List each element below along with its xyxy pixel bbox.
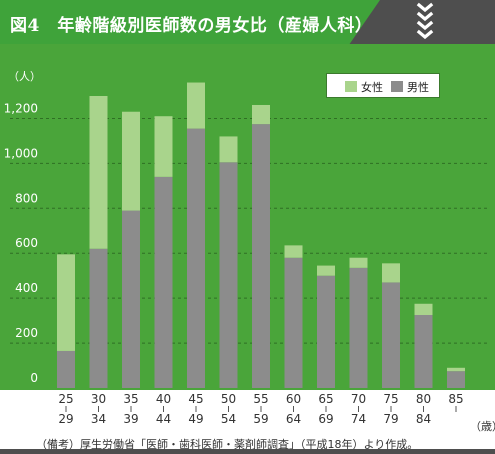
x-tick-label: 60 xyxy=(286,392,301,406)
bar-male xyxy=(89,248,108,388)
x-tick-label: 35 xyxy=(123,392,138,406)
x-tick-label: 39 xyxy=(123,412,138,426)
bar-female xyxy=(447,367,465,372)
bar-male xyxy=(447,371,465,388)
legend-label-female: 女性 xyxy=(361,81,383,94)
header-band: 図4 年齢階級別医師数の男女比（産婦人科） xyxy=(0,0,495,44)
bar-male xyxy=(219,162,238,388)
bar-male xyxy=(349,267,368,388)
legend-label-male: 男性 xyxy=(407,81,429,94)
y-tick-label: 1,000 xyxy=(4,146,38,160)
y-axis-label: （人） xyxy=(8,70,41,83)
chart-panel xyxy=(0,44,495,434)
y-tick-label: 0 xyxy=(30,371,38,385)
source-note: （備考）厚生労働省「医師・歯科医師・薬剤師調査」（平成18年）より作成。 xyxy=(36,438,419,451)
x-axis-unit: （歳） xyxy=(470,420,495,433)
bar-male xyxy=(414,315,433,388)
y-tick-label: 200 xyxy=(15,326,38,340)
x-tick-label: 85 xyxy=(448,392,463,406)
x-tick-label: 49 xyxy=(188,412,203,426)
legend: 女性 男性 xyxy=(326,73,440,98)
x-tick-label: 69 xyxy=(318,412,333,426)
bar-male xyxy=(187,128,205,389)
x-tick-label: 64 xyxy=(286,412,301,426)
x-tick-label: 84 xyxy=(416,412,431,426)
y-tick-label: 600 xyxy=(15,236,38,250)
bar-male xyxy=(382,282,400,388)
x-tick-label: 25 xyxy=(58,392,73,406)
bar-male xyxy=(284,257,303,388)
bar-female xyxy=(154,116,173,177)
legend-swatch-female xyxy=(345,81,357,92)
bar-male xyxy=(317,275,335,388)
x-tick-label: 50 xyxy=(221,392,236,406)
bar-female xyxy=(382,263,400,283)
page-title: 図4 年齢階級別医師数の男女比（産婦人科） xyxy=(10,16,373,36)
bar-female xyxy=(219,136,238,163)
x-tick-label: 40 xyxy=(156,392,171,406)
bar-female xyxy=(187,82,205,129)
y-tick-label: 800 xyxy=(15,191,38,205)
x-tick-label: 29 xyxy=(58,412,73,426)
x-tick-label: 70 xyxy=(351,392,366,406)
bar-female xyxy=(252,104,270,125)
bar-male xyxy=(122,210,140,388)
y-tick-label: 1,200 xyxy=(4,101,38,115)
x-tick-label: 45 xyxy=(188,392,203,406)
x-tick-label: 75 xyxy=(383,392,398,406)
x-tick-label: 79 xyxy=(383,412,398,426)
x-tick-label: 54 xyxy=(221,412,236,426)
bar-female xyxy=(317,265,335,276)
bar-female xyxy=(122,111,140,211)
legend-item-female: 女性 xyxy=(345,79,383,95)
legend-item-male: 男性 xyxy=(391,79,429,95)
y-tick-label: 400 xyxy=(15,281,38,295)
bar-female xyxy=(57,254,75,351)
x-tick-label: 44 xyxy=(156,412,171,426)
bar-male xyxy=(57,350,75,388)
bar-female xyxy=(284,245,303,258)
header-green-band xyxy=(0,0,380,44)
x-tick-label: 80 xyxy=(416,392,431,406)
footer-band xyxy=(0,449,495,454)
x-tick-label: 55 xyxy=(253,392,268,406)
bar-female xyxy=(89,96,108,249)
x-axis-strip xyxy=(0,390,495,438)
x-tick-label: 34 xyxy=(91,412,106,426)
x-tick-label: 59 xyxy=(253,412,268,426)
x-tick-label: 74 xyxy=(351,412,366,426)
legend-swatch-male xyxy=(391,81,403,92)
bar-female xyxy=(349,257,368,268)
bar-male xyxy=(154,176,173,388)
bar-female xyxy=(414,303,433,315)
x-tick-label: 65 xyxy=(318,392,333,406)
x-tick-label: 30 xyxy=(91,392,106,406)
chevron-down-icon xyxy=(416,2,434,40)
bar-male xyxy=(252,124,270,389)
